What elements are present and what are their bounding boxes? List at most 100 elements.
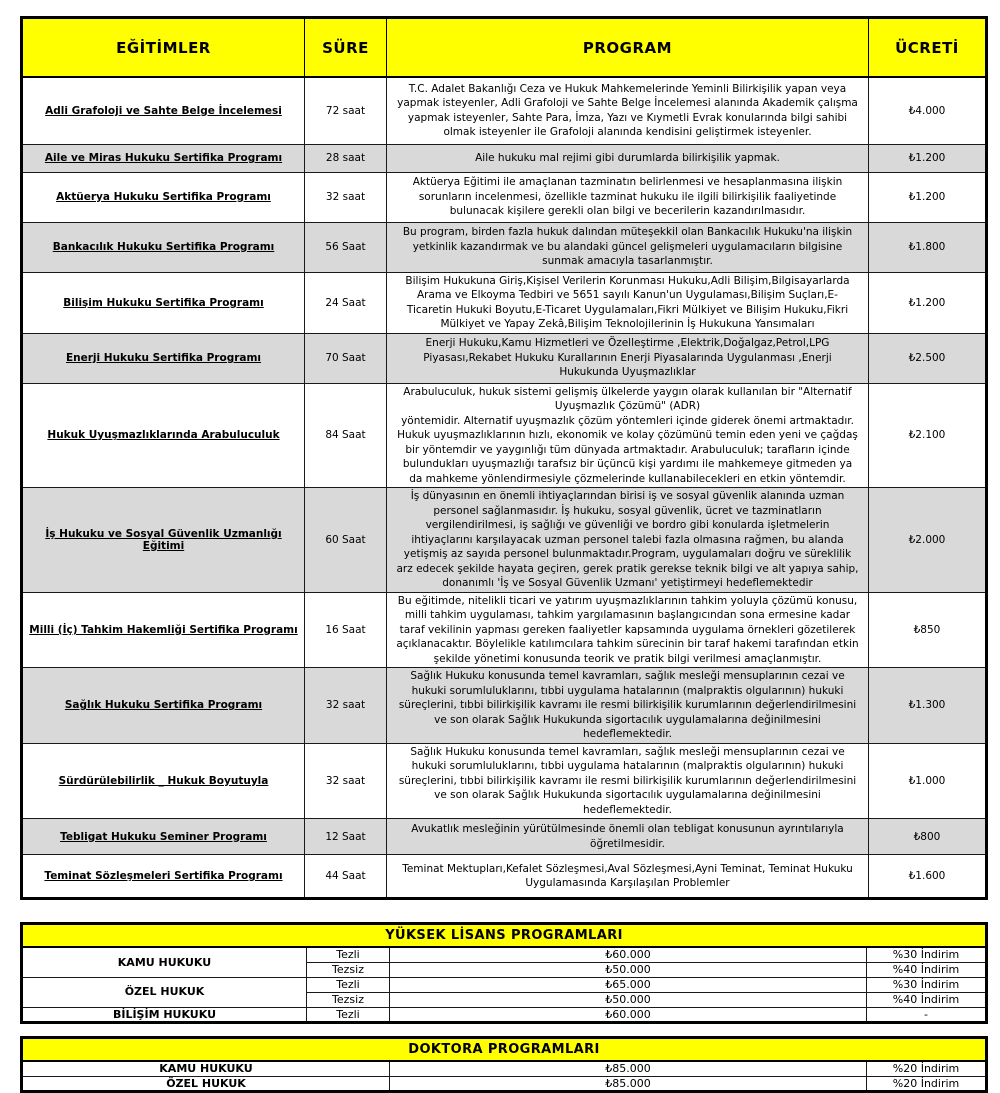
course-price: ₺2.100 xyxy=(868,382,987,488)
table-row: ÖZEL HUKUK ₺85.000 %20 İndirim xyxy=(21,1075,988,1093)
table-row: Bilişim Hukuku Sertifika Programı 24 Saa… xyxy=(21,271,987,334)
course-duration: 84 Saat xyxy=(304,382,387,488)
program-price: ₺85.000 xyxy=(389,1075,867,1093)
table-row: Aktüerya Hukuku Sertifika Programı 32 sa… xyxy=(21,171,987,223)
table-row: Adli Grafoloji ve Sahte Belge İncelemesi… xyxy=(21,76,987,145)
course-program: Teminat Mektupları,Kefalet Sözleşmesi,Av… xyxy=(386,854,869,899)
course-price: ₺1.200 xyxy=(868,143,987,173)
table-row: KAMU HUKUKU Tezli ₺60.000 %30 İndirim xyxy=(21,946,988,978)
course-program: Aile hukuku mal rejimi gibi durumlarda b… xyxy=(386,143,869,173)
program-name: KAMU HUKUKU xyxy=(21,946,307,978)
thesis-type: Tezsiz xyxy=(306,961,390,978)
course-name: Tebligat Hukuku Seminer Programı xyxy=(21,818,305,855)
trainings-table: EĞİTİMLER SÜRE PROGRAM ÜCRETİ Adli Grafo… xyxy=(20,16,988,900)
course-program: Bu program, birden fazla hukuk dalından … xyxy=(386,221,869,273)
course-name: Aktüerya Hukuku Sertifika Programı xyxy=(21,171,305,223)
course-name: Sürdürülebilirlik _ Hukuk Boyutuyla xyxy=(21,742,305,819)
course-price: ₺1.600 xyxy=(868,854,987,899)
course-duration: 16 Saat xyxy=(304,591,387,668)
program-price: ₺50.000 xyxy=(389,991,867,1008)
program-discount: %30 İndirim xyxy=(865,976,988,993)
course-duration: 60 Saat xyxy=(304,487,387,593)
table-row: BİLİŞİM HUKUKU Tezli ₺60.000 - xyxy=(21,1006,988,1024)
program-price: ₺85.000 xyxy=(389,1060,867,1077)
course-duration: 28 saat xyxy=(304,143,387,173)
course-program: Aktüerya Eğitimi ile amaçlanan tazminatı… xyxy=(386,171,869,223)
course-name: Adli Grafoloji ve Sahte Belge İncelemesi xyxy=(21,76,305,145)
course-duration: 32 saat xyxy=(304,171,387,223)
course-name: İş Hukuku ve Sosyal Güvenlik Uzmanlığı E… xyxy=(21,487,305,593)
table-row: Enerji Hukuku Sertifika Programı 70 Saat… xyxy=(21,332,987,384)
program-discount: - xyxy=(865,1006,988,1024)
table-row: Milli (İç) Tahkim Hakemliği Sertifika Pr… xyxy=(21,591,987,668)
masters-title-row: YÜKSEK LİSANS PROGRAMLARI xyxy=(20,923,988,948)
course-price: ₺1.000 xyxy=(868,742,987,819)
thesis-type: Tezli xyxy=(306,946,390,963)
table-row: KAMU HUKUKU ₺85.000 %20 İndirim xyxy=(21,1060,988,1077)
course-duration: 56 Saat xyxy=(304,221,387,273)
program-name: BİLİŞİM HUKUKU xyxy=(21,1006,307,1024)
program-discount: %30 İndirim xyxy=(865,946,988,963)
course-program: T.C. Adalet Bakanlığı Ceza ve Hukuk Mahk… xyxy=(386,76,869,145)
course-duration: 32 saat xyxy=(304,742,387,819)
table-row: Aile ve Miras Hukuku Sertifika Programı … xyxy=(21,143,987,173)
course-program: Arabuluculuk, hukuk sistemi gelişmiş ülk… xyxy=(386,382,869,488)
table-row: ÖZEL HUKUK Tezli ₺65.000 %30 İndirim xyxy=(21,976,988,1008)
course-name: Teminat Sözleşmeleri Sertifika Programı xyxy=(21,854,305,899)
course-name: Bankacılık Hukuku Sertifika Programı xyxy=(21,221,305,273)
course-duration: 12 Saat xyxy=(304,818,387,855)
masters-title: YÜKSEK LİSANS PROGRAMLARI xyxy=(20,923,988,948)
course-price: ₺1.800 xyxy=(868,221,987,273)
header-sure: SÜRE xyxy=(304,17,387,78)
thesis-type: Tezsiz xyxy=(306,991,390,1008)
course-price: ₺800 xyxy=(868,818,987,855)
course-name: Enerji Hukuku Sertifika Programı xyxy=(21,332,305,384)
course-program: Bu eğitimde, nitelikli ticari ve yatırım… xyxy=(386,591,869,668)
program-price: ₺65.000 xyxy=(389,976,867,993)
program-discount: %20 İndirim xyxy=(865,1060,988,1077)
course-program: Sağlık Hukuku konusunda temel kavramları… xyxy=(386,742,869,819)
thesis-type: Tezli xyxy=(306,1006,390,1024)
course-program: Sağlık Hukuku konusunda temel kavramları… xyxy=(386,667,869,744)
course-duration: 70 Saat xyxy=(304,332,387,384)
course-program: Bilişim Hukukuna Giriş,Kişisel Verilerin… xyxy=(386,271,869,334)
course-price: ₺4.000 xyxy=(868,76,987,145)
program-discount: %40 İndirim xyxy=(865,961,988,978)
doctorate-table: DOKTORA PROGRAMLARI KAMU HUKUKU ₺85.000 … xyxy=(20,1036,989,1093)
program-discount: %40 İndirim xyxy=(865,991,988,1008)
table-row: Sürdürülebilirlik _ Hukuk Boyutuyla 32 s… xyxy=(21,742,987,819)
course-program: İş dünyasının en önemli ihtiyaçlarından … xyxy=(386,487,869,593)
course-name: Sağlık Hukuku Sertifika Programı xyxy=(21,667,305,744)
masters-table: YÜKSEK LİSANS PROGRAMLARI KAMU HUKUKU Te… xyxy=(20,922,989,1025)
course-name: Milli (İç) Tahkim Hakemliği Sertifika Pr… xyxy=(21,591,305,668)
doctorate-title: DOKTORA PROGRAMLARI xyxy=(20,1037,988,1063)
course-program: Avukatlık mesleğinin yürütülmesinde önem… xyxy=(386,818,869,855)
course-duration: 72 saat xyxy=(304,76,387,145)
trainings-header-row: EĞİTİMLER SÜRE PROGRAM ÜCRETİ xyxy=(21,17,987,78)
course-duration: 44 Saat xyxy=(304,854,387,899)
table-row: Sağlık Hukuku Sertifika Programı 32 saat… xyxy=(21,667,987,744)
course-duration: 24 Saat xyxy=(304,271,387,334)
course-price: ₺1.200 xyxy=(868,271,987,334)
course-name: Bilişim Hukuku Sertifika Programı xyxy=(21,271,305,334)
course-price: ₺1.300 xyxy=(868,667,987,744)
header-egitimler: EĞİTİMLER xyxy=(21,17,305,78)
course-name: Hukuk Uyuşmazlıklarında Arabuluculuk xyxy=(21,382,305,488)
course-price: ₺2.000 xyxy=(868,487,987,593)
program-price: ₺60.000 xyxy=(389,1006,867,1024)
course-name: Aile ve Miras Hukuku Sertifika Programı xyxy=(21,143,305,173)
course-program: Enerji Hukuku,Kamu Hizmetleri ve Özelleş… xyxy=(386,332,869,384)
doctorate-title-row: DOKTORA PROGRAMLARI xyxy=(20,1037,988,1063)
table-row: Bankacılık Hukuku Sertifika Programı 56 … xyxy=(21,221,987,273)
course-duration: 32 saat xyxy=(304,667,387,744)
program-name: KAMU HUKUKU xyxy=(21,1060,390,1077)
course-price: ₺1.200 xyxy=(868,171,987,223)
course-price: ₺2.500 xyxy=(868,332,987,384)
program-discount: %20 İndirim xyxy=(865,1075,988,1093)
table-row: Tezsiz ₺50.000 %40 İndirim xyxy=(22,991,988,1008)
thesis-type: Tezli xyxy=(306,976,390,993)
header-ucreti: ÜCRETİ xyxy=(868,17,987,78)
program-name: ÖZEL HUKUK xyxy=(21,976,307,1008)
table-row: Hukuk Uyuşmazlıklarında Arabuluculuk 84 … xyxy=(21,382,987,488)
